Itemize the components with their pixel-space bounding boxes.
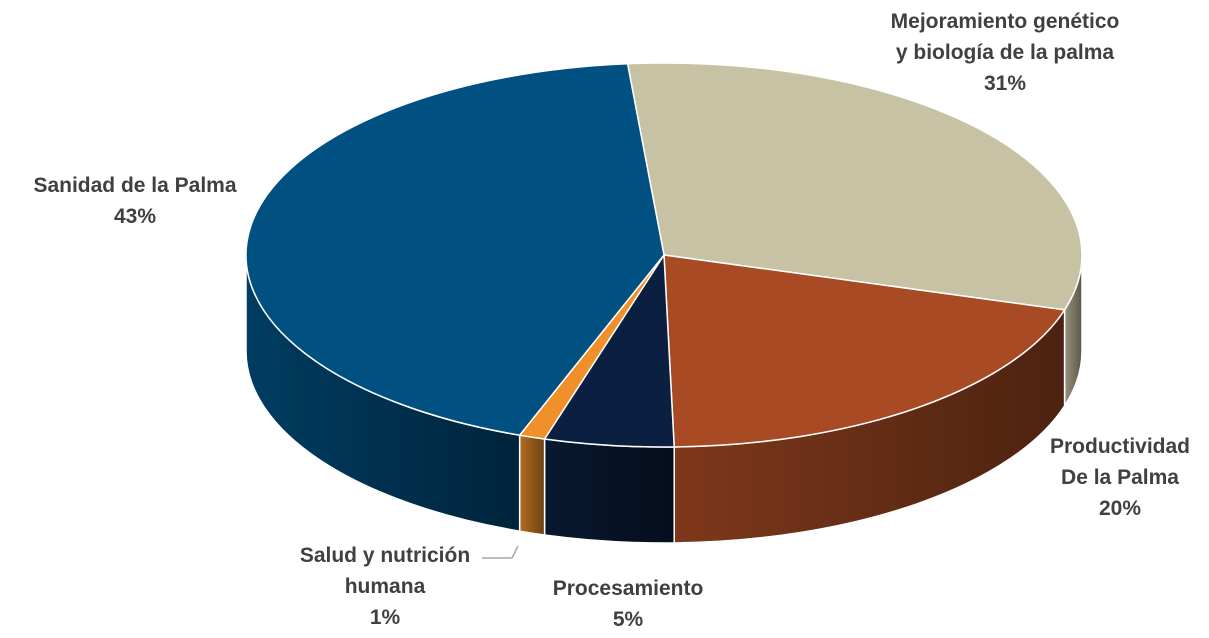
- slice-side: [543, 438, 675, 544]
- slice: [626, 62, 1083, 311]
- slice-name: Salud y nutrición humana: [299, 544, 471, 598]
- slice-value: 20%: [1098, 497, 1142, 520]
- slice-name: Mejoramiento genético y biología de la p…: [890, 10, 1120, 64]
- slice-value: 43%: [113, 205, 157, 228]
- slice-side: [518, 434, 546, 536]
- slice-value: 31%: [983, 72, 1027, 95]
- slice-label: Procesamiento 5%: [518, 573, 738, 635]
- slice-value: 5%: [612, 608, 644, 631]
- slice-name: Procesamiento: [552, 577, 704, 600]
- slice: [245, 62, 665, 437]
- slice-label: Productividad De la Palma 20%: [1035, 431, 1205, 524]
- slice-label: Mejoramiento genético y biología de la p…: [885, 6, 1125, 99]
- slice-label: Salud y nutrición humana 1%: [280, 540, 490, 633]
- slice-name: Sanidad de la Palma: [33, 174, 237, 197]
- leader-line: [482, 545, 519, 559]
- slice-label: Sanidad de la Palma 43%: [0, 170, 285, 232]
- slice-value: 1%: [369, 606, 401, 629]
- slice: [663, 254, 1066, 448]
- slice-name: Productividad De la Palma: [1049, 435, 1191, 489]
